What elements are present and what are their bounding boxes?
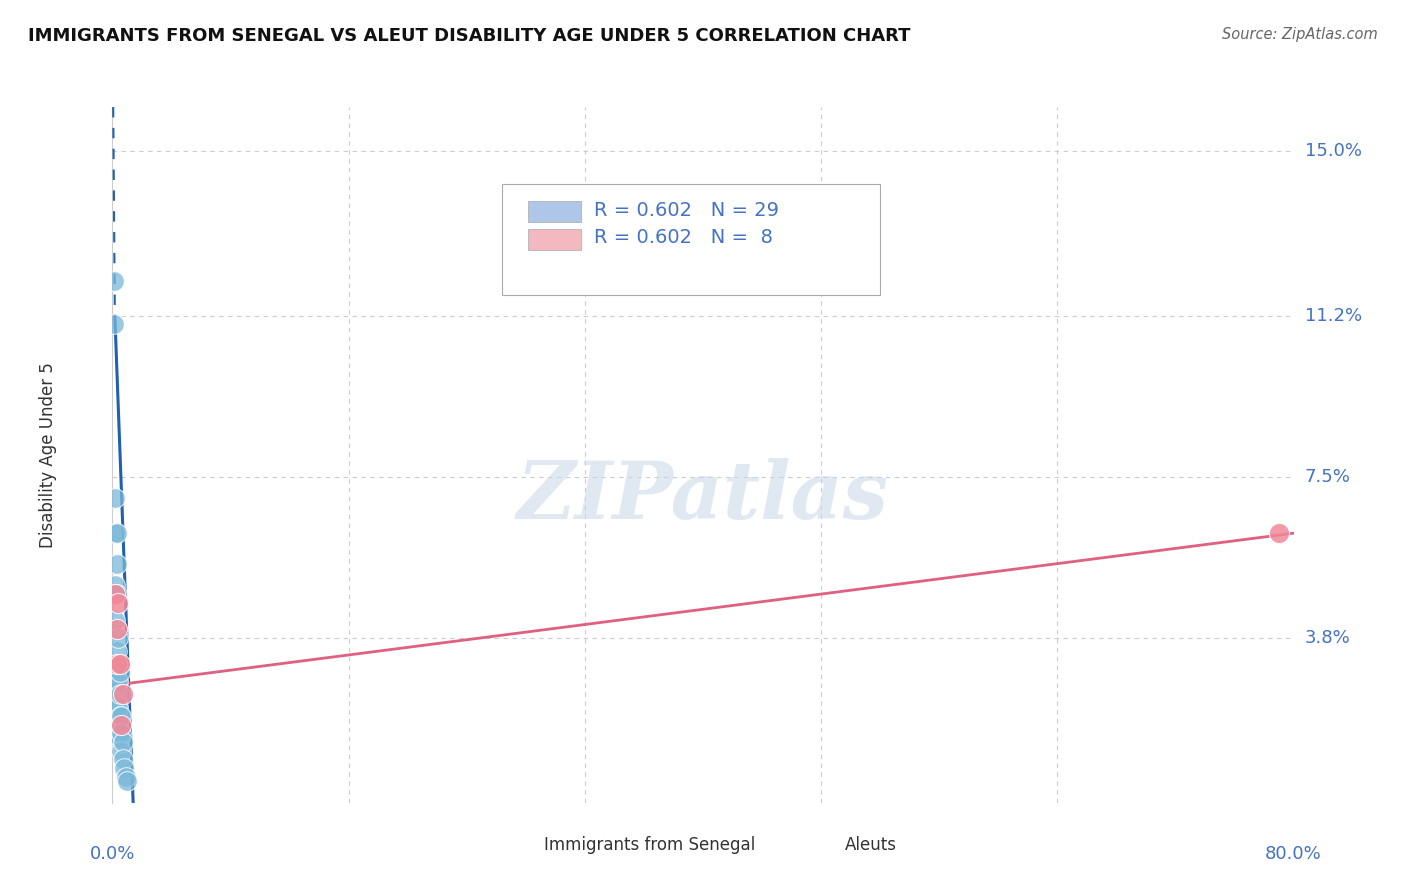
Text: 0.0%: 0.0%	[90, 845, 135, 863]
Text: 11.2%: 11.2%	[1305, 307, 1362, 325]
Point	[111, 687, 134, 701]
Text: ZIPatlas: ZIPatlas	[517, 458, 889, 535]
FancyBboxPatch shape	[502, 184, 880, 295]
Point	[105, 657, 128, 671]
Point	[105, 674, 128, 689]
Point	[111, 735, 134, 749]
Point	[117, 774, 138, 789]
Point	[112, 761, 135, 775]
Point	[108, 665, 131, 680]
Point	[108, 657, 131, 671]
Point	[111, 752, 134, 766]
FancyBboxPatch shape	[529, 228, 581, 250]
Text: Disability Age Under 5: Disability Age Under 5	[38, 362, 56, 548]
Point	[104, 491, 127, 506]
Point	[103, 274, 125, 288]
Point	[1268, 526, 1291, 541]
Point	[104, 578, 127, 592]
Point	[107, 700, 129, 714]
Point	[114, 770, 136, 784]
Point	[107, 717, 129, 731]
Point	[107, 596, 129, 610]
Text: IMMIGRANTS FROM SENEGAL VS ALEUT DISABILITY AGE UNDER 5 CORRELATION CHART: IMMIGRANTS FROM SENEGAL VS ALEUT DISABIL…	[28, 27, 911, 45]
Point	[107, 657, 129, 671]
Point	[110, 717, 132, 731]
Point	[104, 613, 127, 627]
Text: Source: ZipAtlas.com: Source: ZipAtlas.com	[1222, 27, 1378, 42]
Point	[110, 726, 132, 740]
Point	[105, 557, 128, 571]
Point	[108, 708, 131, 723]
FancyBboxPatch shape	[529, 201, 581, 222]
Text: R = 0.602   N =  8: R = 0.602 N = 8	[595, 228, 773, 247]
Point	[107, 631, 129, 645]
Text: 3.8%: 3.8%	[1305, 629, 1350, 647]
Point	[107, 674, 129, 689]
Point	[105, 643, 128, 657]
Text: Aleuts: Aleuts	[845, 836, 897, 854]
Text: 7.5%: 7.5%	[1305, 467, 1351, 485]
Text: R = 0.602   N = 29: R = 0.602 N = 29	[595, 201, 779, 219]
Point	[105, 700, 128, 714]
Text: Immigrants from Senegal: Immigrants from Senegal	[544, 836, 755, 854]
Point	[108, 687, 131, 701]
Point	[110, 708, 132, 723]
Point	[105, 622, 128, 636]
Point	[104, 587, 127, 601]
Point	[108, 731, 131, 745]
Point	[110, 744, 132, 758]
Point	[105, 526, 128, 541]
Point	[104, 526, 127, 541]
Text: 80.0%: 80.0%	[1265, 845, 1322, 863]
Point	[103, 318, 125, 332]
Text: 15.0%: 15.0%	[1305, 142, 1361, 160]
FancyBboxPatch shape	[491, 834, 537, 855]
Point	[105, 587, 128, 601]
FancyBboxPatch shape	[792, 834, 839, 855]
